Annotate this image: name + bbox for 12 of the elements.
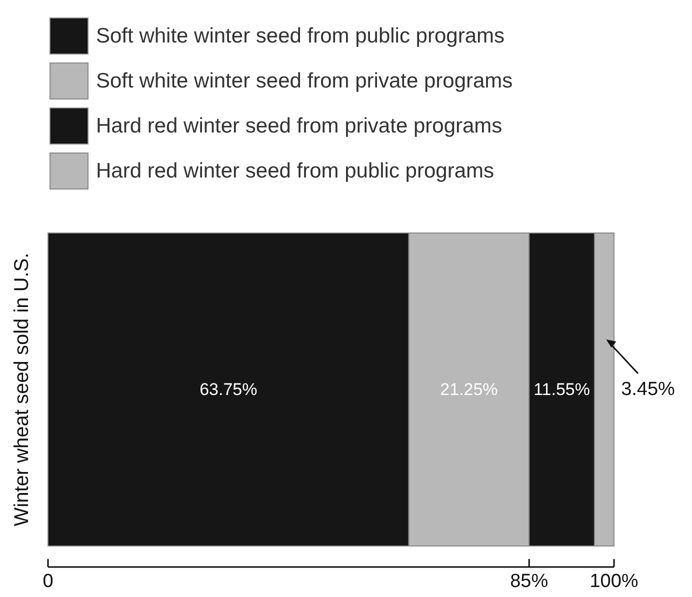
x-tick-label: 85% xyxy=(510,571,548,592)
legend-label: Soft white winter seed from private programs xyxy=(96,70,513,92)
legend-label: Hard red winter seed from private programs xyxy=(96,114,502,138)
y-axis-title: Winter wheat seed sold in U.S. xyxy=(11,252,33,526)
legend-label: Hard red winter seed from public programs xyxy=(96,160,494,182)
legend-label: Soft white winter seed from public programs xyxy=(96,24,505,48)
data-label: 11.55% xyxy=(534,380,590,399)
data-label: 3.45% xyxy=(621,379,676,400)
data-label: 63.75% xyxy=(200,380,258,399)
x-tick-label: 0 xyxy=(42,571,54,592)
data-label: 21.25% xyxy=(440,380,498,399)
x-tick-label: 100% xyxy=(590,571,638,592)
